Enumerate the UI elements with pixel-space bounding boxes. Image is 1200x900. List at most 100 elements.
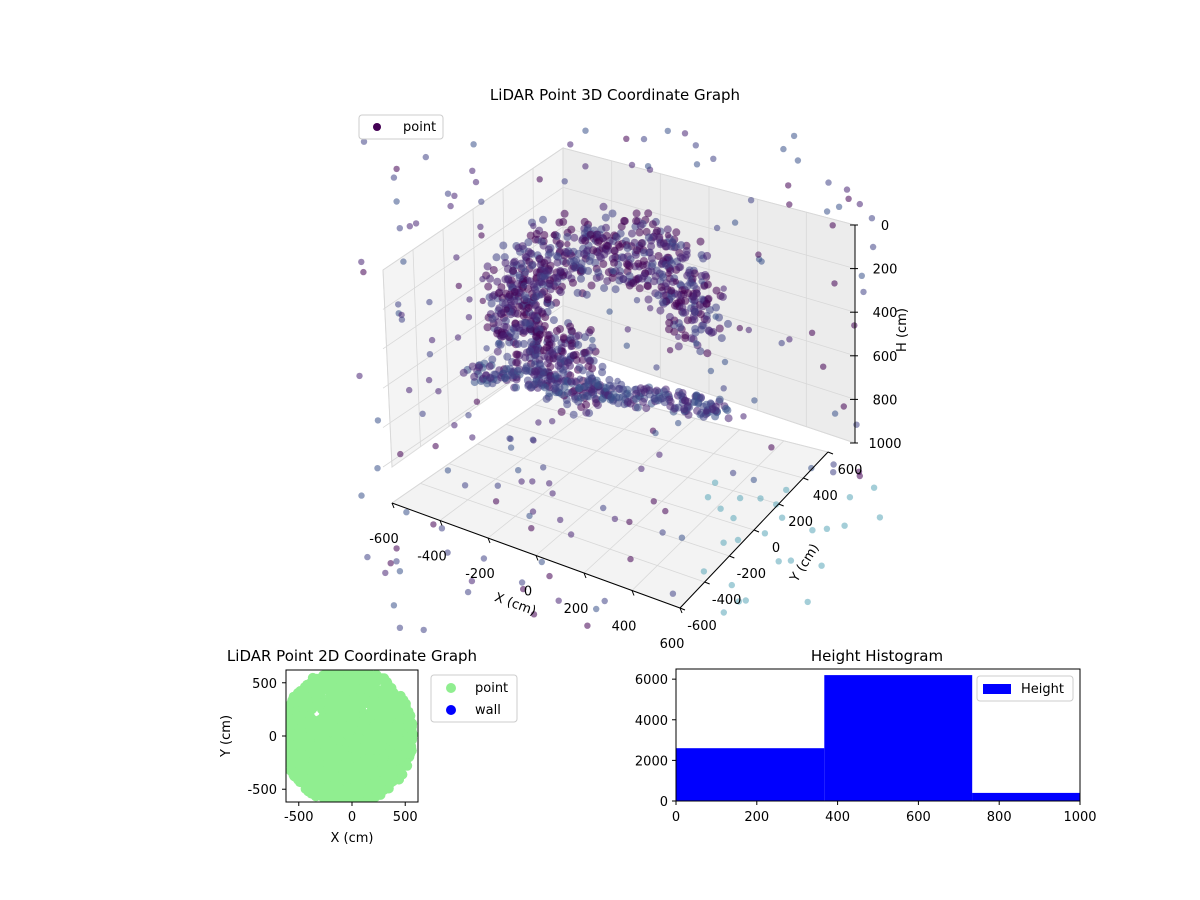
chart-3d-point [691, 308, 699, 317]
chart-3d-point [479, 275, 486, 283]
chart-3d-point [475, 363, 483, 372]
chart-3d-point [843, 186, 851, 193]
chart-2d-point [379, 673, 390, 684]
chart-3d-point [561, 248, 570, 256]
chart-3d-point [487, 299, 496, 308]
chart-3d-point [556, 354, 565, 363]
chart-3d-point [851, 322, 858, 329]
chart-3d-point [520, 585, 527, 593]
chart-3d-point [569, 351, 578, 360]
chart-3d-point [530, 312, 537, 320]
chart-3d-ytick-label: -400 [712, 593, 742, 608]
chart-3d-point [715, 324, 724, 333]
chart-3d-point [601, 597, 608, 605]
chart-3d-point [804, 598, 811, 606]
chart-3d-point [856, 200, 863, 208]
chart-3d-point [729, 469, 737, 477]
chart-3d-ytick [827, 451, 834, 455]
chart-3d-point [501, 259, 510, 267]
chart-3d-point [619, 385, 628, 394]
chart-3d-point [511, 332, 520, 341]
chart-3d-point [608, 209, 617, 218]
chart-2d-point [315, 728, 326, 739]
chart-3d-point [656, 306, 665, 315]
chart-3d-point [664, 127, 671, 135]
chart-3d-point [685, 268, 693, 277]
chart-2d-point [368, 694, 379, 704]
chart-2d-legend-label-wall: wall [475, 703, 501, 718]
chart-3d-point [841, 522, 848, 529]
chart-3d-point [680, 396, 689, 405]
chart-3d-point [715, 395, 724, 404]
chart-3d-point [514, 340, 523, 348]
chart-3d-point [778, 339, 785, 347]
chart-3d-point [465, 412, 472, 419]
chart-3d-legend-label: point [403, 120, 436, 135]
chart-2d-point [361, 713, 372, 724]
chart-3d-point [563, 233, 572, 241]
chart-3d-point [711, 479, 719, 486]
chart-3d-ytick-label: -200 [737, 567, 767, 582]
chart-3d-point [853, 421, 860, 428]
chart-3d-point [559, 217, 568, 226]
chart-3d-point [483, 262, 492, 271]
chart-3d-point [650, 394, 659, 403]
chart-3d-point [502, 364, 511, 373]
chart-3d-point [632, 209, 641, 218]
chart-3d-point [501, 300, 510, 309]
chart-2d-point [369, 722, 380, 733]
chart-3d-point [573, 288, 582, 297]
chart-3d-point [507, 444, 515, 451]
chart-2d-point [286, 726, 294, 737]
chart-3d-point [745, 326, 752, 334]
chart-2d-point [355, 686, 366, 696]
chart-3d-point [602, 241, 611, 250]
chart-2d-point [296, 748, 307, 759]
chart-3d-point [466, 296, 473, 303]
chart-3d-point [639, 385, 648, 394]
chart-3d-point [639, 397, 648, 406]
chart-2d-point [406, 742, 417, 753]
chart-2d-point [336, 714, 347, 725]
chart-3d-point [530, 222, 537, 230]
chart-3d-point [662, 507, 669, 515]
chart-3d-point [595, 236, 604, 245]
chart-3d-point [461, 482, 469, 489]
chart-3d-point [638, 274, 647, 283]
chart-3d-point [675, 263, 683, 272]
chart-3d-point [598, 362, 607, 371]
chart-3d-point [644, 163, 652, 170]
chart-3d-point [678, 534, 686, 541]
chart-3d-ytick [778, 503, 784, 507]
chart-3d-xtick [391, 502, 395, 509]
chart-histogram-ytick-label: 0 [660, 795, 668, 810]
chart-2d-point [397, 699, 408, 709]
chart-2d-ytick-label: -500 [247, 783, 277, 798]
chart-3d-point [478, 232, 485, 239]
chart-3d-point [483, 345, 490, 352]
chart-3d-point [495, 339, 502, 346]
chart-3d-ytick [704, 581, 710, 585]
chart-3d-point [658, 298, 667, 307]
chart-3d-point [485, 362, 494, 371]
chart-3d-point [513, 280, 522, 289]
chart-3d-point [535, 419, 542, 426]
chart-3d-point [823, 525, 831, 532]
chart-3d-point [577, 274, 585, 283]
chart-3d-point [684, 289, 693, 298]
chart-2d-point [313, 697, 324, 708]
chart-3d-point [567, 343, 574, 351]
chart-3d-point [567, 531, 575, 538]
chart-3d-point [553, 274, 562, 283]
chart-3d-point [547, 376, 556, 385]
chart-2d-point [305, 702, 316, 713]
chart-2d-point [311, 776, 322, 787]
chart-3d-point [830, 469, 837, 476]
chart-3d-point [829, 222, 836, 229]
chart-histogram-legend-label: Height [1021, 682, 1064, 697]
chart-2d-point [302, 781, 313, 792]
chart-3d-point [494, 289, 503, 298]
chart-2d-point [348, 717, 359, 728]
chart-3d-point [602, 223, 610, 232]
chart-3d-ticks: -600-400-2000200400600-600-400-200020040… [369, 219, 901, 652]
